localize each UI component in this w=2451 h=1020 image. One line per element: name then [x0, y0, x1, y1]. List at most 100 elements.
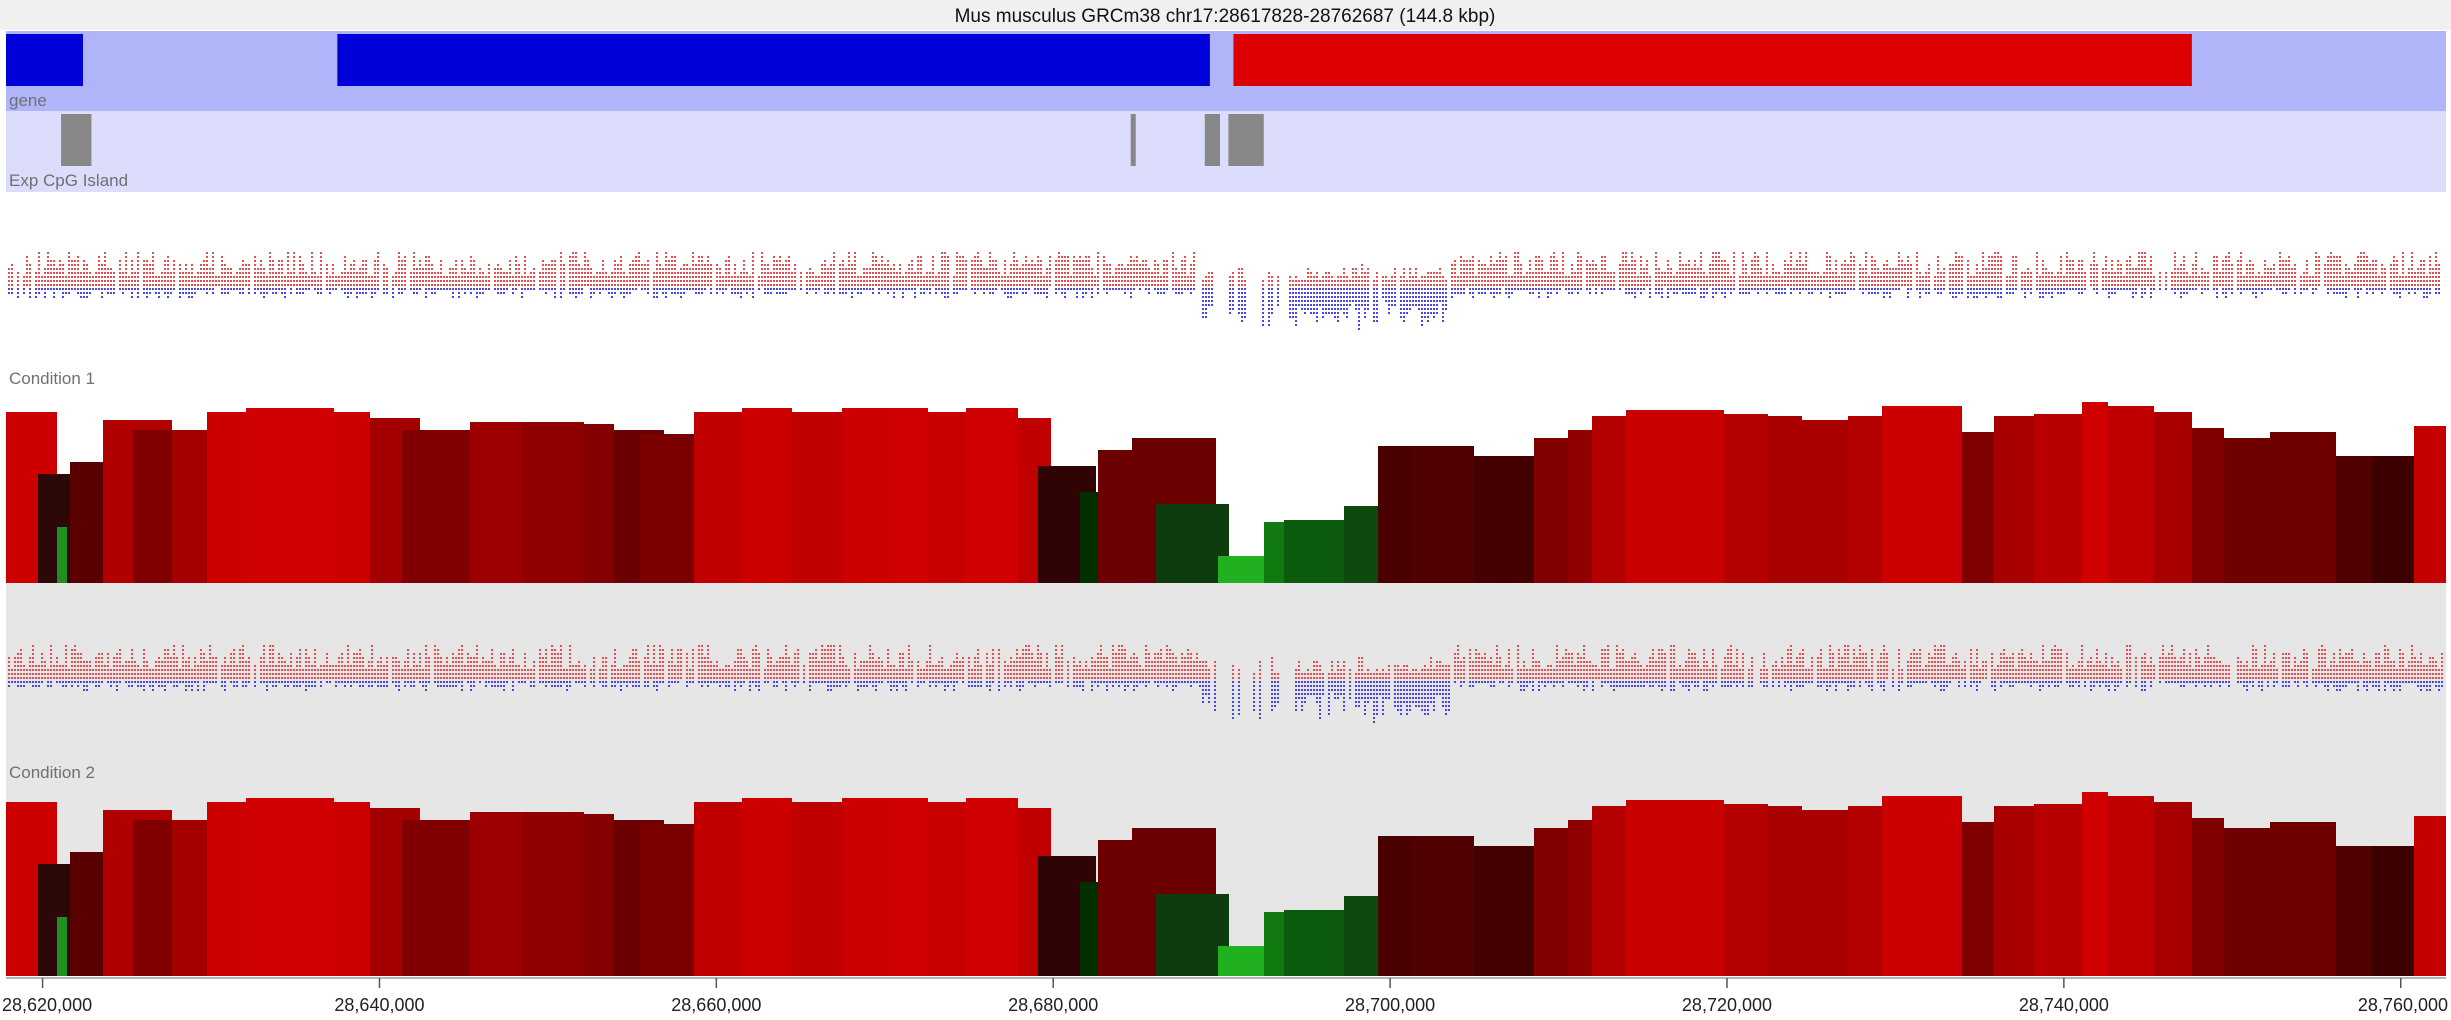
reverse-read-mark [1148, 288, 1150, 290]
forward-read-mark [1067, 268, 1069, 270]
forward-read-mark [1046, 284, 1048, 286]
reverse-read-mark [1289, 308, 1291, 310]
forward-read-mark [1178, 284, 1180, 286]
forward-read-mark [1592, 260, 1594, 262]
forward-read-mark [719, 272, 721, 274]
reverse-read-mark [1907, 292, 1909, 294]
forward-read-mark [1844, 268, 1846, 270]
region-title: Mus musculus GRCm38 chr17:28617828-28762… [955, 6, 1496, 27]
forward-read-mark [257, 272, 259, 274]
forward-read-mark [578, 268, 580, 270]
reverse-read-mark [1037, 292, 1039, 294]
forward-read-mark [581, 276, 583, 278]
reverse-read-mark [1145, 288, 1147, 290]
reverse-read-mark [1865, 288, 1867, 290]
forward-read-mark [665, 284, 667, 286]
reverse-read-mark [1166, 288, 1168, 290]
forward-read-mark [1580, 272, 1582, 274]
reverse-read-mark [2057, 292, 2059, 294]
forward-read-mark [1745, 276, 1747, 278]
forward-read-mark [1073, 276, 1075, 278]
forward-read-mark [191, 268, 193, 270]
forward-read-mark [1346, 276, 1348, 278]
cpg-island-4[interactable] [1228, 114, 1264, 166]
forward-read-mark [266, 276, 268, 278]
forward-read-mark [1670, 284, 1672, 286]
reverse-read-mark [860, 292, 862, 294]
reverse-read-mark [1310, 300, 1312, 302]
forward-read-mark [494, 268, 496, 270]
forward-read-mark [1988, 264, 1990, 266]
reverse-read-mark [1442, 288, 1444, 290]
forward-read-mark [161, 284, 163, 286]
reverse-read-mark [281, 288, 283, 290]
forward-read-mark [1547, 280, 1549, 282]
forward-read-mark [1094, 284, 1096, 286]
forward-read-mark [59, 268, 61, 270]
cpg-island-2[interactable] [1130, 114, 1136, 166]
forward-read-mark [980, 284, 982, 286]
condition-1-panel[interactable]: Condition 1 [6, 192, 2446, 583]
forward-read-mark [1685, 272, 1687, 274]
gene-feature-3[interactable] [1233, 34, 2192, 86]
forward-read-mark [569, 272, 571, 274]
cpg-island-track[interactable]: Exp CpG Island [6, 111, 2446, 192]
forward-read-mark [320, 276, 322, 278]
forward-read-mark [248, 264, 250, 266]
forward-read-mark [626, 284, 628, 286]
forward-read-mark [1400, 284, 1402, 286]
gene-track[interactable]: gene [6, 31, 2446, 111]
reverse-read-mark [2039, 292, 2041, 294]
reverse-read-mark [914, 292, 916, 294]
reverse-read-mark [1745, 288, 1747, 290]
forward-read-mark [1487, 276, 1489, 278]
forward-read-mark [1805, 276, 1807, 278]
forward-read-mark [17, 276, 19, 278]
forward-read-mark [716, 264, 718, 266]
forward-read-mark [59, 264, 61, 266]
forward-read-mark [821, 264, 823, 266]
forward-read-mark [278, 268, 280, 270]
forward-read-mark [881, 268, 883, 270]
forward-read-mark [905, 280, 907, 282]
reverse-read-mark [1319, 304, 1321, 306]
forward-read-mark [875, 260, 877, 262]
forward-read-mark [1010, 264, 1012, 266]
reverse-read-mark [1157, 288, 1159, 290]
cpg-island-1[interactable] [61, 114, 92, 166]
forward-read-mark [884, 264, 886, 266]
forward-read-mark [1427, 276, 1429, 278]
reverse-read-mark [965, 288, 967, 290]
forward-read-mark [74, 276, 76, 278]
reverse-read-mark [1277, 304, 1279, 306]
reverse-read-mark [1409, 304, 1411, 306]
gene-feature-1[interactable] [6, 34, 84, 86]
forward-read-mark [1556, 264, 1558, 266]
forward-read-mark [1637, 276, 1639, 278]
forward-read-mark [542, 272, 544, 274]
reverse-read-mark [77, 288, 79, 290]
reverse-read-mark [443, 288, 445, 290]
reverse-read-mark [1967, 292, 1969, 294]
gene-feature-2[interactable] [337, 34, 1210, 86]
reverse-read-mark [410, 288, 412, 290]
reverse-read-mark [158, 292, 160, 294]
forward-read-mark [908, 272, 910, 274]
forward-read-mark [782, 276, 784, 278]
reverse-read-mark [1808, 292, 1810, 294]
forward-read-mark [644, 268, 646, 270]
forward-read-mark [1604, 256, 1606, 258]
reverse-read-mark [1367, 308, 1369, 310]
forward-read-mark [2030, 272, 2032, 274]
forward-read-mark [134, 280, 136, 282]
reverse-read-mark [260, 292, 262, 294]
cpg-island-3[interactable] [1204, 114, 1220, 166]
forward-read-mark [299, 284, 301, 286]
reverse-read-mark [1424, 292, 1426, 294]
forward-read-mark [1997, 260, 1999, 262]
reverse-read-mark [1364, 312, 1366, 314]
forward-read-mark [224, 264, 226, 266]
forward-read-mark [377, 276, 379, 278]
reverse-read-mark [1451, 296, 1453, 298]
